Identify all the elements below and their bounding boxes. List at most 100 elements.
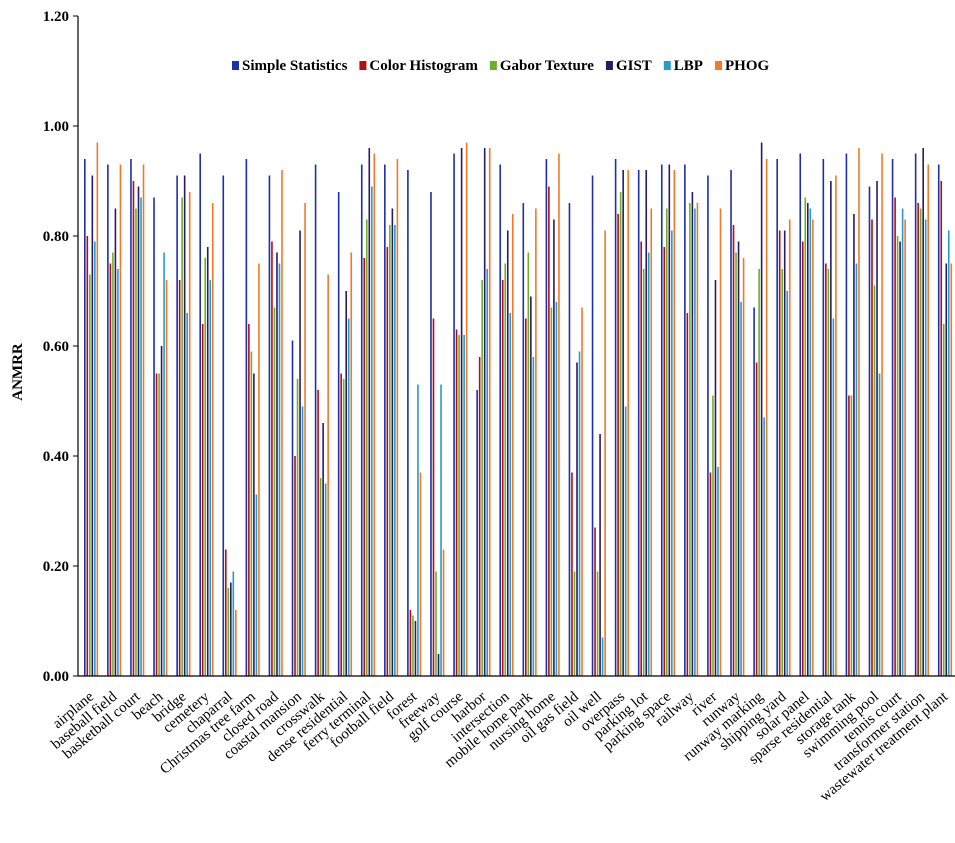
bar-gist-storage-tank (853, 214, 855, 676)
bar-phog-runway (742, 258, 745, 676)
bar-gist-ferry-terminal (368, 148, 371, 676)
bar-color-histogram-ferry-terminal (363, 258, 366, 676)
bar-simple-statistics-railway (684, 164, 686, 676)
bar-gabor-texture-dense-residential (342, 379, 345, 676)
y-tick-label: 1.00 (43, 119, 69, 135)
legend-swatch (489, 61, 497, 70)
bar-phog-freeway (442, 549, 445, 676)
bar-gist-football-field (391, 208, 394, 676)
bar-lbp-runway-marking (763, 417, 765, 676)
bar-gist-bridge (183, 175, 186, 676)
bar-gabor-texture-runway-marking (758, 269, 760, 676)
legend-label: Color Histogram (369, 58, 478, 74)
bars (84, 142, 953, 676)
bar-phog-airplane (96, 142, 99, 676)
bar-simple-statistics-oil-well (591, 175, 594, 676)
bar-phog-parking-lot (650, 208, 653, 676)
bar-simple-statistics-dense-residential (337, 192, 340, 676)
bar-simple-statistics-shipping-yard (776, 159, 778, 676)
bar-color-histogram-beach (155, 373, 158, 676)
bar-color-histogram-parking-space (663, 247, 666, 676)
bar-gist-shipping-yard (783, 230, 786, 676)
bar-color-histogram-cemetery (201, 324, 204, 676)
bar-lbp-football-field (394, 225, 396, 676)
bar-lbp-beach (163, 252, 165, 676)
bar-simple-statistics-mobile-home-park (522, 203, 525, 676)
bar-color-histogram-basketball-court (132, 181, 135, 676)
bar-phog-golf-course (465, 142, 468, 676)
bar-gist-closed-road (276, 252, 278, 676)
bar-lbp-dense-residential (347, 318, 350, 676)
bar-gabor-texture-crosswalk (319, 478, 322, 676)
bar-gabor-texture-river (712, 395, 714, 676)
bar-gabor-texture-bridge (181, 197, 183, 676)
bar-phog-forest (419, 472, 422, 676)
bar-simple-statistics-runway (730, 170, 732, 676)
bar-color-histogram-runway-marking (755, 362, 758, 676)
bar-lbp-railway (694, 208, 696, 676)
bar-gabor-texture-wastewater-treatment-plant (942, 324, 945, 676)
bar-simple-statistics-sparse-residential (822, 159, 825, 676)
bar-gabor-texture-oil-well (596, 571, 599, 676)
bar-phog-basketball-court (142, 164, 145, 676)
y-axis-ticks: 0.00 0.20 0.40 0.60 0.80 1.00 1.20 (43, 9, 78, 685)
bar-lbp-wastewater-treatment-plant (947, 230, 950, 676)
bar-gabor-texture-solar-panel (804, 197, 807, 676)
bar-phog-runway-marking (765, 159, 768, 676)
bar-gist-runway-marking (760, 142, 763, 676)
bar-gabor-texture-coastal-mansion (296, 379, 299, 676)
bar-color-histogram-wastewater-treatment-plant (940, 181, 943, 676)
y-tick-label: 0.00 (43, 669, 69, 685)
bar-phog-transformer-station (927, 164, 930, 676)
bar-lbp-runway (740, 302, 742, 676)
legend-swatch (605, 61, 613, 70)
bar-phog-sparse-residential (835, 175, 837, 676)
legend-swatch (663, 61, 671, 70)
bar-phog-chaparral (235, 610, 237, 676)
bar-color-histogram-nursing-home (548, 186, 550, 676)
bar-simple-statistics-airplane (84, 159, 86, 676)
bar-phog-mobile-home-park (535, 208, 537, 676)
bar-gabor-texture-baseball-field (112, 252, 114, 676)
bar-phog-crosswalk (327, 274, 329, 676)
y-tick-label: 0.80 (43, 229, 69, 245)
bar-color-histogram-airplane (86, 236, 89, 676)
bar-lbp-river (717, 467, 719, 676)
bar-lbp-golf-course (463, 335, 465, 676)
y-tick-label: 0.40 (43, 449, 69, 465)
bar-simple-statistics-closed-road (268, 175, 271, 676)
legend: Simple Statistics Color Histogram Gabor Te… (232, 58, 769, 74)
bar-color-histogram-intersection (501, 280, 504, 676)
bar-phog-oil-gas-field (581, 307, 583, 676)
bar-phog-shipping-yard (788, 219, 791, 676)
bar-phog-overpass (627, 170, 629, 676)
bar-gabor-texture-christmas-tree-farm (250, 351, 253, 676)
bar-gist-beach (160, 346, 163, 676)
bar-gabor-texture-oil-gas-field (573, 571, 576, 676)
bar-simple-statistics-swimming-pool (868, 186, 871, 676)
bar-color-histogram-storage-tank (848, 395, 850, 676)
bar-lbp-swimming-pool (878, 373, 881, 676)
bar-gist-oil-gas-field (576, 362, 578, 676)
bar-lbp-harbor (486, 269, 488, 676)
bar-lbp-freeway (440, 384, 442, 676)
bar-simple-statistics-crosswalk (314, 164, 317, 676)
bar-lbp-tennis-court (901, 208, 904, 676)
bar-gabor-texture-golf-course (458, 335, 460, 676)
bar-lbp-solar-panel (809, 208, 812, 676)
bar-simple-statistics-coastal-mansion (291, 340, 294, 676)
bar-phog-storage-tank (858, 148, 860, 676)
bar-gist-swimming-pool (876, 181, 878, 676)
bar-gabor-texture-swimming-pool (873, 285, 876, 676)
bar-lbp-basketball-court (140, 197, 142, 676)
bar-lbp-sparse-residential (832, 318, 835, 676)
bar-lbp-airplane (94, 241, 96, 676)
bar-gabor-texture-mobile-home-park (527, 252, 530, 676)
bar-simple-statistics-bridge (176, 175, 178, 676)
legend-label: GIST (616, 58, 652, 74)
bar-gist-dense-residential (345, 291, 348, 676)
bar-lbp-bridge (186, 313, 188, 676)
bar-gabor-texture-parking-space (666, 208, 668, 676)
bar-phog-ferry-terminal (373, 153, 376, 676)
bar-lbp-intersection (509, 313, 512, 676)
